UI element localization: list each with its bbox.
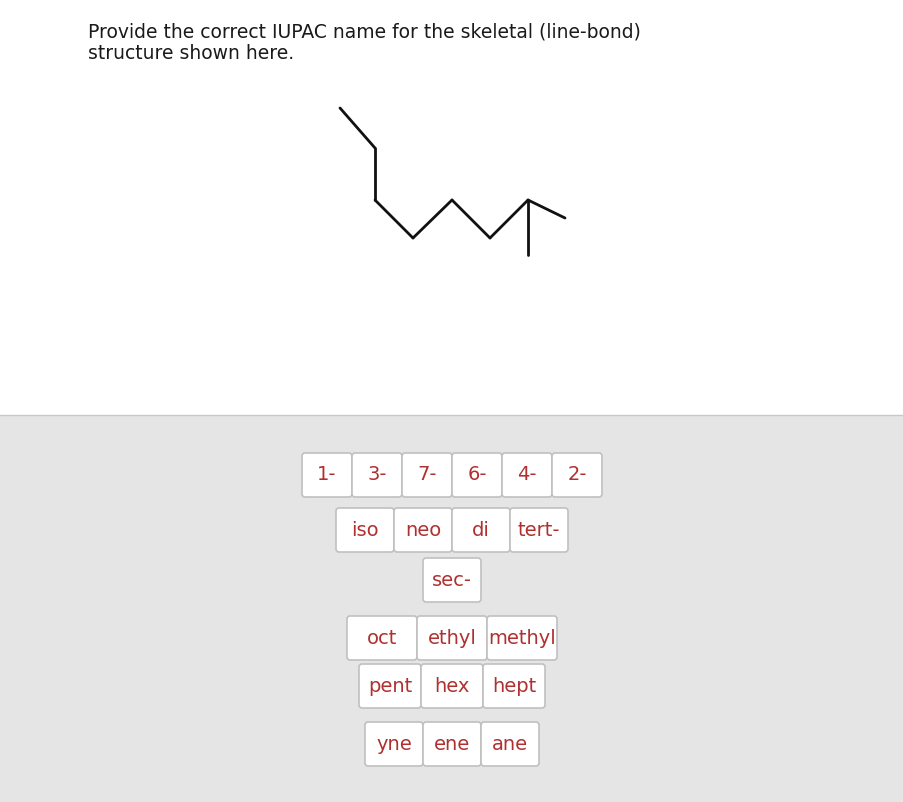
FancyBboxPatch shape [552,453,601,497]
Text: 4-: 4- [517,465,536,484]
Text: ethyl: ethyl [427,629,476,647]
Text: neo: neo [405,520,441,540]
FancyBboxPatch shape [336,508,394,552]
FancyBboxPatch shape [402,453,452,497]
Text: oct: oct [367,629,396,647]
FancyBboxPatch shape [365,722,423,766]
Text: iso: iso [350,520,378,540]
Text: 1-: 1- [317,465,337,484]
FancyBboxPatch shape [423,558,480,602]
Text: Provide the correct IUPAC name for the skeletal (line-bond)
structure shown here: Provide the correct IUPAC name for the s… [88,22,640,63]
FancyBboxPatch shape [423,722,480,766]
Text: ene: ene [433,735,470,754]
Text: 3-: 3- [367,465,386,484]
FancyBboxPatch shape [452,508,509,552]
FancyBboxPatch shape [347,616,416,660]
Text: 7-: 7- [417,465,436,484]
FancyBboxPatch shape [394,508,452,552]
Text: hex: hex [433,677,470,695]
FancyBboxPatch shape [487,616,556,660]
Text: tert-: tert- [517,520,560,540]
FancyBboxPatch shape [421,664,482,708]
Text: di: di [471,520,489,540]
FancyBboxPatch shape [480,722,538,766]
Text: sec-: sec- [432,570,471,589]
Text: yne: yne [376,735,412,754]
Text: 6-: 6- [467,465,486,484]
FancyBboxPatch shape [351,453,402,497]
Text: 2-: 2- [566,465,586,484]
FancyBboxPatch shape [452,453,501,497]
FancyBboxPatch shape [501,453,552,497]
FancyBboxPatch shape [302,453,351,497]
FancyBboxPatch shape [416,616,487,660]
FancyBboxPatch shape [482,664,545,708]
FancyBboxPatch shape [358,664,421,708]
Text: methyl: methyl [488,629,555,647]
Text: pent: pent [368,677,412,695]
Text: ane: ane [491,735,527,754]
FancyBboxPatch shape [509,508,567,552]
Text: hept: hept [491,677,535,695]
Bar [0,415,903,802]
